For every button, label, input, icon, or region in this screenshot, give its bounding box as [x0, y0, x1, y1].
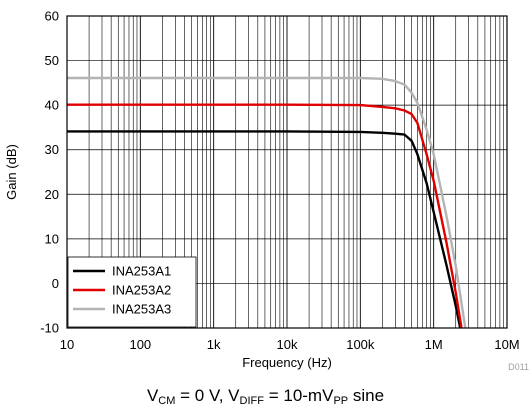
- series-line-ina253a1: [67, 130, 462, 329]
- legend-box: [67, 256, 197, 328]
- series-layer: [67, 76, 467, 329]
- x-axis-title: Frequency (Hz): [242, 355, 332, 370]
- caption-sub-pp: PP: [333, 395, 349, 407]
- plot-frame: [66, 15, 508, 329]
- caption-tail: sine: [348, 386, 385, 405]
- caption-sub-diff: DIFF: [239, 395, 264, 407]
- y-tick-labels: 60 50 40 30 20 10 0 -10: [40, 9, 59, 336]
- y-tick-label: 20: [45, 187, 59, 202]
- legend-label: INA253A1: [112, 264, 171, 279]
- figure-id: D011: [508, 362, 529, 372]
- x-tick-label: 1k: [207, 337, 221, 352]
- legend: INA253A1 INA253A2 INA253A3: [67, 256, 197, 328]
- y-tick-label: 50: [45, 53, 59, 68]
- caption-mid2: = 10-mV: [263, 386, 334, 405]
- y-tick-label: -10: [40, 321, 59, 336]
- x-tick-label: 10: [60, 337, 74, 352]
- y-axis-title: Gain (dB): [4, 144, 19, 200]
- caption-v: V: [146, 386, 159, 405]
- x-tick-label: 1M: [425, 337, 443, 352]
- legend-label: INA253A2: [112, 283, 171, 298]
- test-condition-caption: VCM = 0 V, VDIFF = 10-mVPP sine: [0, 386, 531, 407]
- series-line-ina253a3: [67, 76, 467, 329]
- x-tick-label: 10M: [494, 337, 519, 352]
- y-tick-label: 10: [45, 231, 59, 246]
- y-tick-label: 30: [45, 142, 59, 157]
- y-tick-label: 40: [45, 98, 59, 113]
- series-line-ina253a2: [67, 103, 463, 329]
- legend-label: INA253A3: [112, 302, 171, 317]
- caption-sub-cm: CM: [158, 395, 176, 407]
- caption-mid: = 0 V, V: [175, 386, 240, 405]
- x-tick-label: 100: [129, 337, 151, 352]
- x-tick-label: 100k: [346, 337, 375, 352]
- x-tick-labels: 10 100 1k 10k 100k 1M 10M: [60, 337, 520, 352]
- x-tick-label: 10k: [277, 337, 298, 352]
- y-tick-label: 60: [45, 9, 59, 24]
- y-tick-label: 0: [52, 276, 59, 291]
